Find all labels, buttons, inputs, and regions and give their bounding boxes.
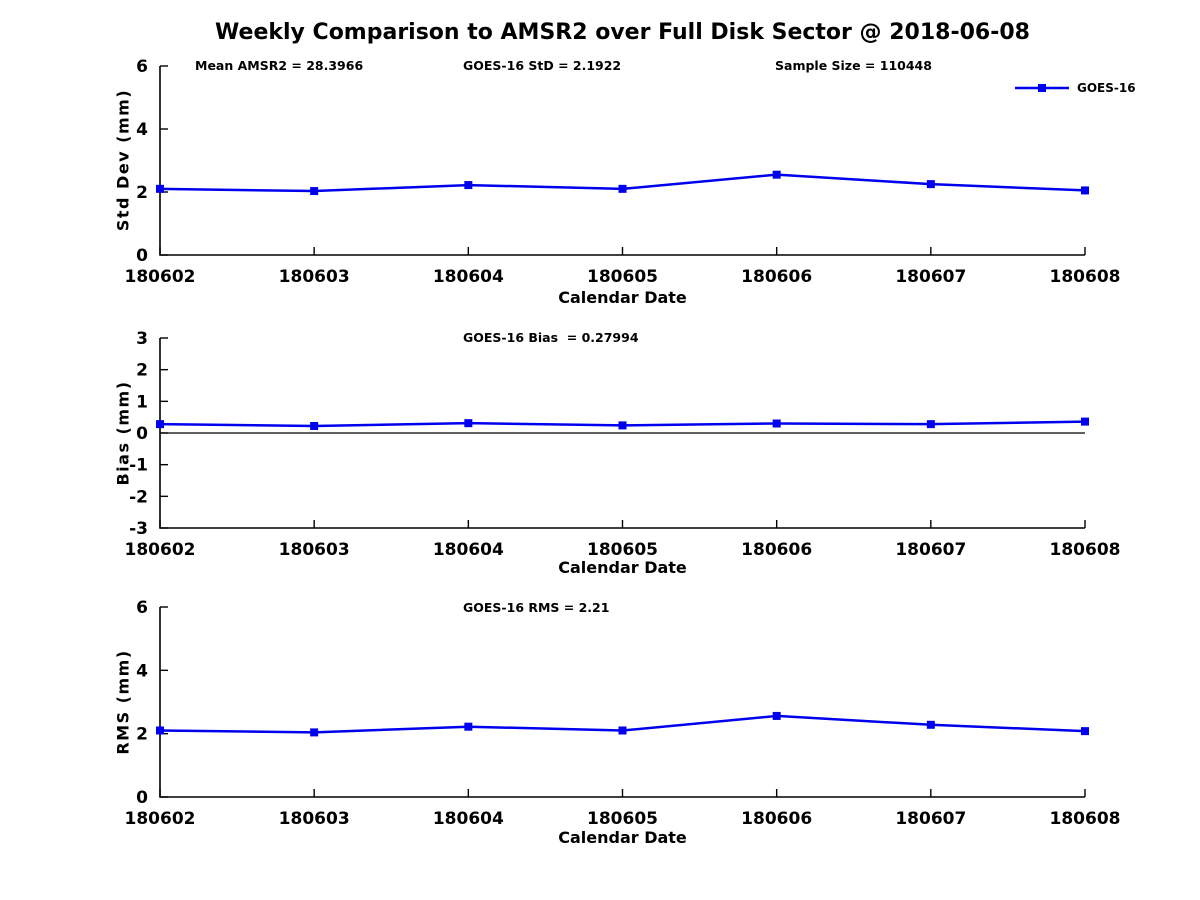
x-tick-label: 180606 [741,540,812,560]
x-tick-label: 180605 [587,267,658,287]
rms-data-point-marker [464,722,473,731]
rms-data-point-marker [618,726,627,735]
y-tick-label: 0 [136,246,148,266]
annotation-goes16-std: GOES-16 StD = 2.1922 [463,58,622,73]
y-tick-label: 3 [136,329,148,349]
y-tick-label: 6 [136,57,148,77]
x-axis-label-calendar-date-2: Calendar Date [558,558,687,577]
x-tick-label: 180604 [433,267,504,287]
x-tick-label: 180602 [125,540,196,560]
rms-data-point-marker [926,720,935,729]
rms-axes [159,607,1085,798]
annotation-goes16-rms: GOES-16 RMS = 2.21 [463,600,610,615]
bias-data-point-marker [156,420,164,429]
x-tick-label: 180604 [433,809,504,829]
x-tick-label: 180606 [741,267,812,287]
x-tick-label: 180605 [587,809,658,829]
y-tick-label: 1 [136,392,148,412]
std-dev-data-point-marker [464,181,473,190]
y-tick-label: -1 [129,456,148,476]
rms-data-point-marker [310,728,319,737]
rms-data-point-marker [1081,727,1089,736]
bias-data-point-marker [926,420,935,429]
std-dev-data-point-marker [926,180,935,189]
x-axis-label-calendar-date-3: Calendar Date [558,828,687,847]
y-tick-label: 0 [136,788,148,808]
x-tick-label: 180602 [125,809,196,829]
std-dev-data-point-marker [772,170,781,179]
x-tick-label: 180603 [279,540,350,560]
bias-plot: -3 -2 -1 0 1 2 3 180602 180603 180604 180605 180606… [125,329,1121,560]
std-dev-data-point-marker [310,187,319,196]
y-tick-label: -2 [129,487,148,507]
x-tick-label: 180608 [1050,540,1121,560]
y-tick-label: 0 [136,424,148,444]
x-tick-label: 180608 [1050,267,1121,287]
std-dev-data-point-marker [156,184,164,193]
bias-data-point-marker [1081,417,1089,426]
std-dev-axes [159,66,1085,256]
y-axis-label-rms: RMS (mm) [113,649,133,755]
rms-plot: 0 2 4 6 180602 180603 180604 180605 180606 180607… [125,598,1121,829]
std-dev-plot: 0 2 4 6 180602 180603 180604 180605 180606 180607… [125,57,1121,287]
y-tick-label: -3 [129,519,148,539]
x-tick-label: 180606 [741,809,812,829]
annotation-goes16-bias: GOES-16 Bias = 0.27994 [463,330,639,345]
x-tick-label: 180607 [895,809,966,829]
rms-data-point-marker [772,711,781,720]
y-tick-label: 2 [136,361,148,381]
y-tick-label: 2 [136,725,148,745]
annotation-sample-size: Sample Size = 110448 [775,58,932,73]
x-tick-label: 180604 [433,540,504,560]
y-axis-label-std-dev: Std Dev (mm) [113,88,133,232]
x-tick-label: 180605 [587,540,658,560]
annotation-mean-amsr2: Mean AMSR2 = 28.3966 [195,58,364,73]
y-tick-label: 2 [136,183,148,203]
x-tick-label: 180607 [895,267,966,287]
legend-line-marker-icon [1015,84,1069,92]
y-axis-label-bias: Bias (mm) [113,380,133,486]
rms-data-point-marker [156,726,164,735]
bias-data-point-marker [618,421,627,430]
bias-data-point-marker [310,422,319,431]
legend-series-label: GOES-16 [1077,81,1136,95]
bias-data-point-marker [464,419,473,428]
std-dev-data-point-marker [1081,186,1089,195]
x-axis-label-calendar-date-1: Calendar Date [558,288,687,307]
y-tick-label: 4 [136,120,148,140]
x-tick-label: 180603 [279,267,350,287]
x-tick-label: 180602 [125,267,196,287]
std-dev-data-point-marker [618,184,627,193]
legend: GOES-16 [1014,81,1136,95]
x-tick-label: 180608 [1050,809,1121,829]
page-title: Weekly Comparison to AMSR2 over Full Dis… [215,20,1030,45]
x-tick-label: 180607 [895,540,966,560]
bias-data-point-marker [772,419,781,428]
y-tick-label: 4 [136,661,148,681]
x-tick-label: 180603 [279,809,350,829]
y-tick-label: 6 [136,598,148,618]
